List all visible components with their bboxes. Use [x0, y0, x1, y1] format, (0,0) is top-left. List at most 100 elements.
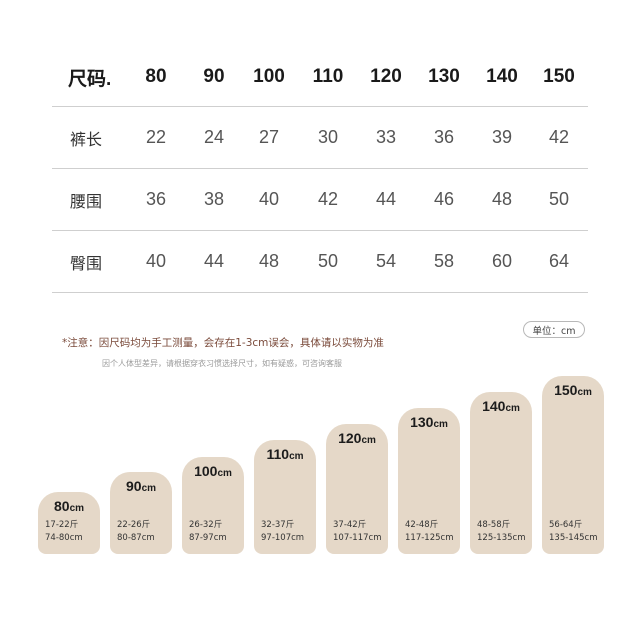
table-cell: 38 [203, 189, 225, 209]
size-guide-info: 26-32斤 87-97cm [189, 519, 227, 545]
size-header-cell: 90 [203, 66, 225, 87]
size-guide-info: 56-64斤 135-145cm [549, 519, 597, 545]
size-value: 140 [482, 398, 506, 414]
table-cell: 60 [491, 251, 513, 271]
table-cell: 48 [258, 251, 280, 271]
size-guide-info: 17-22斤 74-80cm [45, 519, 83, 545]
row-label: 裤长 [70, 129, 103, 149]
weight-range: 37-42斤 [333, 520, 367, 530]
size-guide-bar-130: 130cm 42-48斤 117-125cm [398, 408, 460, 554]
size-guide-bar-80: 80cm 17-22斤 74-80cm [38, 492, 100, 554]
table-cell: 42 [548, 127, 570, 147]
size-guide-info: 22-26斤 80-87cm [117, 519, 155, 545]
height-range: 74-80cm [45, 533, 83, 543]
size-guide-bar-140: 140cm 48-58斤 125-135cm [470, 392, 532, 554]
table-cell: 30 [317, 127, 339, 147]
size-guide-bar-110: 110cm 32-37斤 97-107cm [254, 440, 316, 554]
table-row-hip: 臀围 40 44 48 50 54 58 60 64 [52, 231, 588, 293]
table-cell: 36 [145, 189, 167, 209]
weight-range: 17-22斤 [45, 520, 79, 530]
size-header-cell: 100 [253, 66, 285, 87]
table-cell: 40 [145, 251, 167, 271]
size-header-cell: 110 [312, 66, 344, 87]
size-guide-title: 100cm [182, 463, 244, 481]
size-value: 90 [125, 478, 142, 494]
table-cell: 33 [375, 127, 397, 147]
size-value: 130 [410, 414, 434, 430]
size-guide-title: 110cm [254, 446, 316, 464]
table-cell: 50 [548, 189, 570, 209]
size-guide-title: 90cm [110, 478, 172, 496]
size-value: 150 [554, 382, 578, 398]
size-guide-info: 37-42斤 107-117cm [333, 519, 381, 545]
table-cell: 54 [375, 251, 397, 271]
size-value: 120 [338, 430, 362, 446]
measurement-note: *注意：因尺码均为手工测量，会存在1-3cm误会，具体请以实物为准 [62, 337, 384, 349]
row-label: 腰围 [70, 191, 103, 211]
table-cell: 48 [491, 189, 513, 209]
size-header-cell: 80 [145, 66, 167, 87]
size-unit: cm [217, 468, 232, 479]
size-guide-bar-100: 100cm 26-32斤 87-97cm [182, 457, 244, 554]
size-table: 尺码. 80 90 100 110 120 130 140 150 裤长 22 … [52, 48, 588, 293]
table-cell: 27 [258, 127, 280, 147]
weight-range: 26-32斤 [189, 520, 223, 530]
height-range: 135-145cm [549, 533, 598, 543]
size-unit: cm [141, 483, 157, 494]
size-value: 100 [194, 463, 218, 479]
table-cell: 40 [258, 189, 280, 209]
weight-range: 56-64斤 [549, 520, 583, 530]
height-range: 80-87cm [117, 533, 155, 543]
size-guide-title: 150cm [542, 382, 604, 400]
fit-advice-note: 因个人体型差异，请根据穿衣习惯选择尺寸，如有疑惑，可咨询客服 [102, 359, 342, 368]
size-value: 80 [53, 498, 70, 514]
height-range: 125-135cm [477, 533, 526, 543]
unit-badge: 单位：cm [523, 321, 585, 338]
size-unit: cm [289, 451, 304, 462]
weight-range: 48-58斤 [477, 520, 511, 530]
table-cell: 42 [317, 189, 339, 209]
size-guide-bar-120: 120cm 37-42斤 107-117cm [326, 424, 388, 554]
weight-range: 42-48斤 [405, 520, 439, 530]
size-header-cell: 150 [543, 66, 575, 87]
size-header-cell: 120 [370, 66, 402, 87]
table-cell: 58 [433, 251, 455, 271]
size-value: 110 [266, 446, 290, 462]
size-guide-title: 120cm [326, 430, 388, 448]
table-cell: 44 [375, 189, 397, 209]
size-unit: cm [505, 403, 520, 414]
height-range: 87-97cm [189, 533, 227, 543]
table-cell: 36 [433, 127, 455, 147]
size-guide-title: 130cm [398, 414, 460, 432]
weight-range: 22-26斤 [117, 520, 151, 530]
table-cell: 44 [203, 251, 225, 271]
size-guide-info: 42-48斤 117-125cm [405, 519, 453, 545]
size-table-header: 尺码. 80 90 100 110 120 130 140 150 [52, 48, 588, 107]
table-cell: 50 [317, 251, 339, 271]
weight-range: 32-37斤 [261, 520, 295, 530]
table-row-waist: 腰围 36 38 40 42 44 46 48 50 [52, 169, 588, 231]
size-unit: cm [433, 419, 448, 430]
size-unit: cm [69, 503, 85, 514]
size-guide-bar-150: 150cm 56-64斤 135-145cm [542, 376, 604, 554]
size-guide-info: 32-37斤 97-107cm [261, 519, 304, 545]
size-header-label: 尺码. [68, 68, 112, 90]
height-range: 107-117cm [333, 533, 382, 543]
height-range: 117-125cm [405, 533, 454, 543]
size-unit: cm [361, 435, 376, 446]
table-cell: 39 [491, 127, 513, 147]
size-unit: cm [577, 387, 592, 398]
height-range: 97-107cm [261, 533, 305, 543]
row-label: 臀围 [70, 253, 103, 273]
size-guide-title: 140cm [470, 398, 532, 416]
size-header-cell: 140 [486, 66, 518, 87]
table-cell: 24 [203, 127, 225, 147]
size-guide-title: 80cm [38, 498, 100, 516]
table-cell: 46 [433, 189, 455, 209]
table-cell: 22 [145, 127, 167, 147]
size-guide-info: 48-58斤 125-135cm [477, 519, 525, 545]
size-header-cell: 130 [428, 66, 460, 87]
size-guide-bar-90: 90cm 22-26斤 80-87cm [110, 472, 172, 554]
table-row-length: 裤长 22 24 27 30 33 36 39 42 [52, 107, 588, 169]
table-cell: 64 [548, 251, 570, 271]
